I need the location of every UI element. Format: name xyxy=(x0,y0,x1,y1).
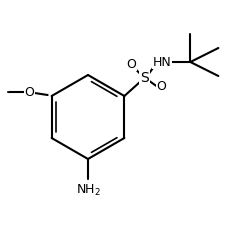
Text: O: O xyxy=(126,57,136,71)
Text: methoxy: methoxy xyxy=(4,91,10,92)
Text: HN: HN xyxy=(152,55,171,69)
Text: NH$_2$: NH$_2$ xyxy=(75,183,100,198)
Text: S: S xyxy=(139,71,148,85)
Text: O: O xyxy=(156,79,166,92)
Text: O: O xyxy=(25,86,34,99)
